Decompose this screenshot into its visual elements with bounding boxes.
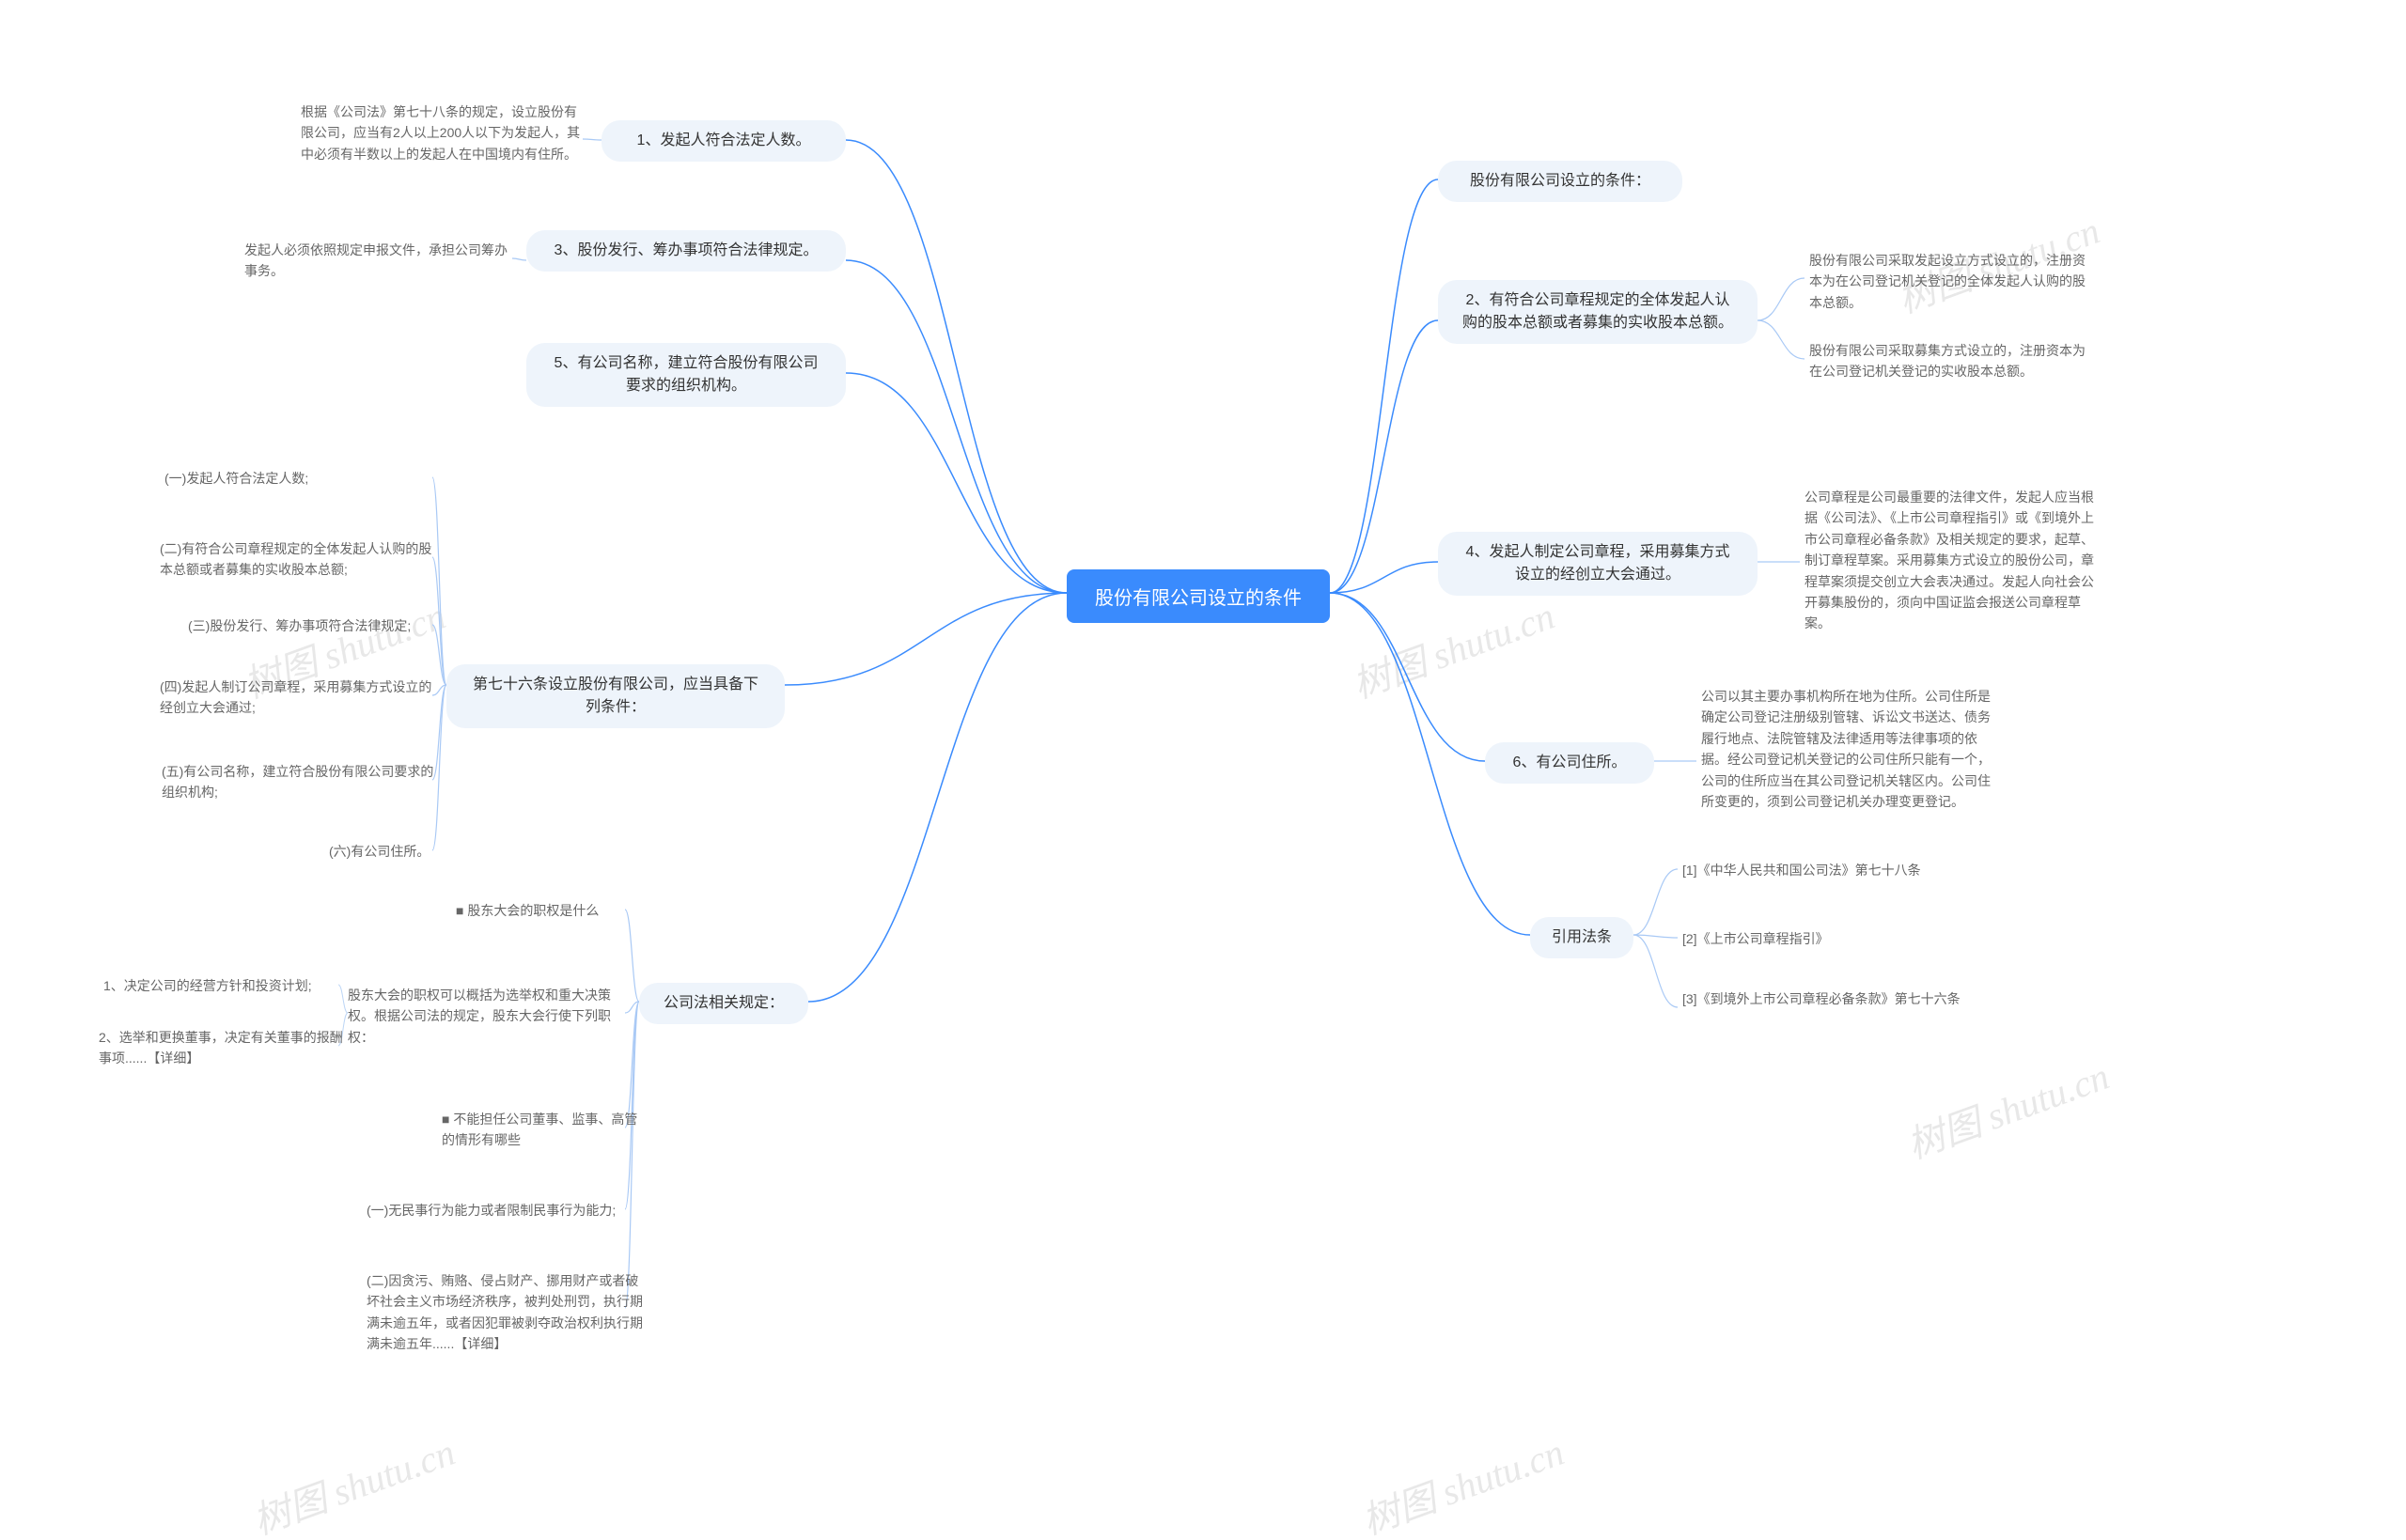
leaf-Llaw-2: ■ 不能担任公司董事、监事、高管的情形有哪些: [442, 1109, 648, 1151]
watermark-3: 树图 shutu.cn: [244, 1422, 461, 1540]
leaf-Rref-1: [2]《上市公司章程指引》: [1682, 928, 1983, 949]
node-Rref: 引用法条: [1530, 917, 1633, 958]
leaf-Rref-0: [1]《中华人民共和国公司法》第七十八条: [1682, 860, 1983, 880]
leaf-Llaw-1: 股东大会的职权可以概括为选举权和重大决策权。根据公司法的规定，股东大会行使下列职…: [348, 985, 630, 1048]
node-R2: 2、有符合公司章程规定的全体发起人认购的股本总额或者募集的实收股本总额。: [1438, 280, 1758, 344]
leaf-L76-0: (一)发起人符合法定人数;: [164, 468, 446, 489]
leaf-Llaw-0: ■ 股东大会的职权是什么: [456, 900, 663, 921]
leaf-L1-0: 根据《公司法》第七十八条的规定，设立股份有限公司，应当有2人以上200人以下为发…: [301, 101, 583, 164]
leaf3-Llaw_1-0: 1、决定公司的经营方针和投资计划;: [103, 975, 348, 996]
leaf-Llaw-3: (一)无民事行为能力或者限制民事行为能力;: [367, 1200, 648, 1221]
root-node: 股份有限公司设立的条件: [1067, 569, 1330, 623]
watermark-4: 树图 shutu.cn: [1353, 1422, 1570, 1540]
node-L1: 1、发起人符合法定人数。: [602, 120, 846, 162]
leaf-R4-0: 公司章程是公司最重要的法律文件，发起人应当根据《公司法》、《上市公司章程指引》或…: [1804, 487, 2096, 634]
leaf-Llaw-4: (二)因贪污、贿赂、侵占财产、挪用财产或者破坏社会主义市场经济秩序，被判处刑罚，…: [367, 1270, 648, 1355]
leaf-R6-0: 公司以其主要办事机构所在地为住所。公司住所是确定公司登记注册级别管辖、诉讼文书送…: [1701, 686, 1992, 812]
leaf-R2-1: 股份有限公司采取募集方式设立的，注册资本为在公司登记机关登记的实收股本总额。: [1809, 340, 2091, 382]
node-L3: 3、股份发行、筹办事项符合法律规定。: [526, 230, 846, 272]
leaf-Rref-2: [3]《到境外上市公司章程必备条款》第七十六条: [1682, 988, 1983, 1009]
leaf-L76-3: (四)发起人制订公司章程，采用募集方式设立的经创立大会通过;: [160, 677, 432, 719]
node-Rcond: 股份有限公司设立的条件：: [1438, 161, 1682, 202]
leaf-L76-5: (六)有公司住所。: [329, 841, 517, 862]
leaf-L76-2: (三)股份发行、筹办事项符合法律规定;: [188, 615, 470, 636]
node-L5: 5、有公司名称，建立符合股份有限公司要求的组织机构。: [526, 343, 846, 407]
leaf-L3-0: 发起人必须依照规定申报文件，承担公司筹办事务。: [244, 240, 517, 282]
node-R4: 4、发起人制定公司章程，采用募集方式设立的经创立大会通过。: [1438, 532, 1758, 596]
leaf-L76-4: (五)有公司名称，建立符合股份有限公司要求的组织机构;: [162, 761, 434, 803]
node-L76: 第七十六条设立股份有限公司，应当具备下列条件：: [446, 664, 785, 728]
node-R6: 6、有公司住所。: [1485, 742, 1654, 784]
leaf-L76-1: (二)有符合公司章程规定的全体发起人认购的股本总额或者募集的实收股本总额;: [160, 538, 432, 581]
watermark-5: 树图 shutu.cn: [1898, 1046, 2116, 1169]
node-Llaw: 公司法相关规定：: [639, 983, 808, 1024]
watermark-1: 树图 shutu.cn: [1344, 585, 1561, 708]
leaf-R2-0: 股份有限公司采取发起设立方式设立的，注册资本为在公司登记机关登记的全体发起人认购…: [1809, 250, 2091, 313]
leaf3-Llaw_1-1: 2、选举和更换董事，决定有关董事的报酬事项......【详细】: [99, 1027, 343, 1069]
